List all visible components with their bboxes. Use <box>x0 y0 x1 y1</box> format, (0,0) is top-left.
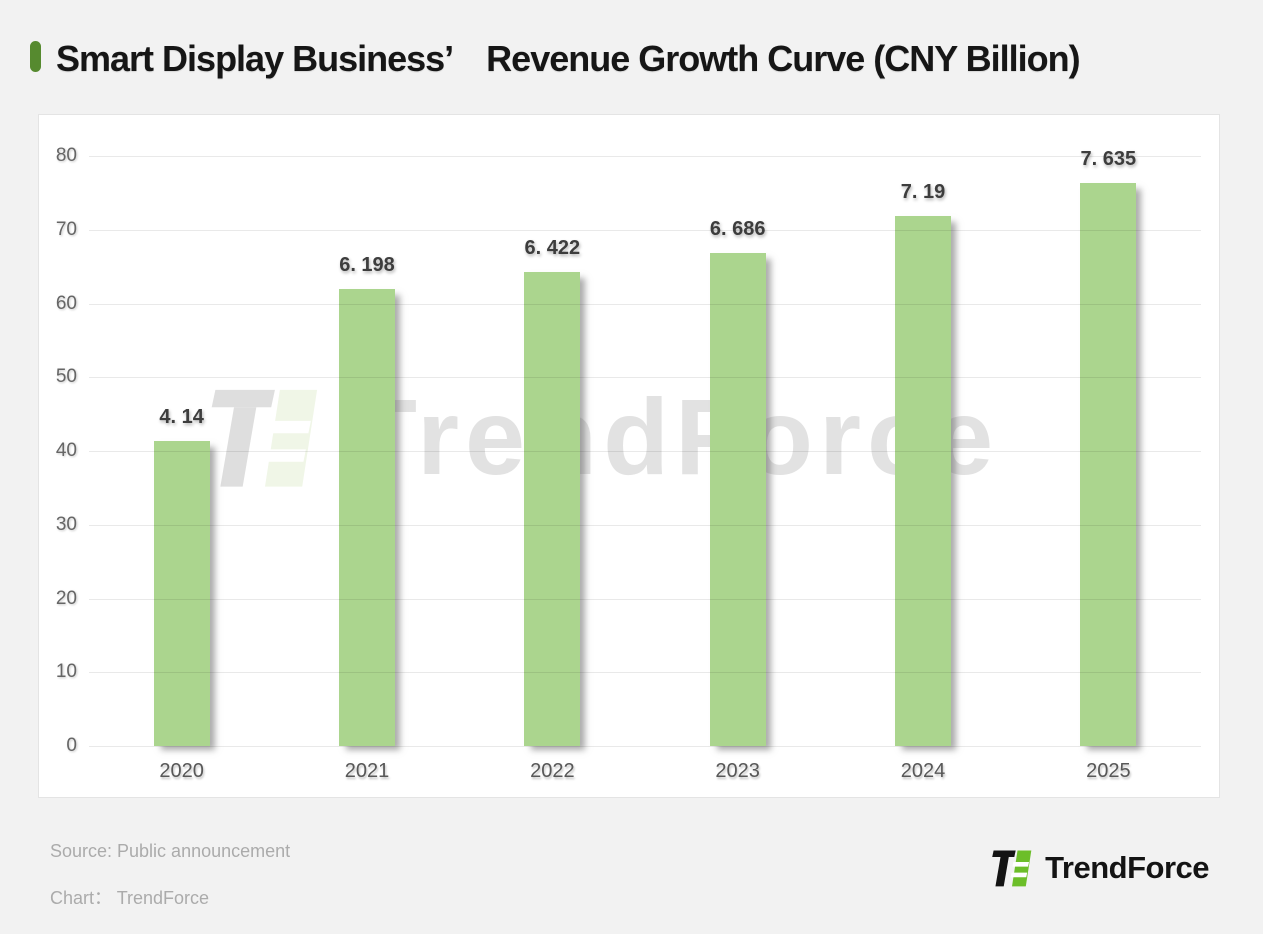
bar-2024 <box>895 215 951 746</box>
gridline <box>89 598 1201 600</box>
chart-title-row: Smart Display Business’ Revenue Growth C… <box>30 30 1081 82</box>
title-bullet-icon <box>30 40 41 72</box>
bar-2022 <box>524 272 581 746</box>
y-axis-tick: 10 <box>55 661 77 683</box>
bar-value-label: 6. 422 <box>524 237 581 260</box>
y-axis-tick: 0 <box>66 735 77 756</box>
bar-2023 <box>709 252 766 746</box>
logo-wordmark: TrendForce <box>1045 850 1209 885</box>
plot-area: TrendForce 0 10 20 30 40 50 60 70 80 4. 14 2020 6. … <box>56 145 1201 782</box>
y-axis-tick: 40 <box>55 440 77 461</box>
gridline <box>89 524 1201 526</box>
y-axis-tick: 70 <box>55 218 77 240</box>
bar-value-label: 7. 635 <box>1080 147 1137 170</box>
trendforce-watermark: TrendForce <box>201 372 999 502</box>
bar-value-label: 6. 686 <box>709 217 766 240</box>
x-axis-label: 2023 <box>715 760 760 782</box>
page-title: Smart Display Business’ Revenue Growth C… <box>56 38 1081 79</box>
source-note: Source: Public announcement <box>50 841 291 861</box>
x-axis-label: 2022 <box>530 760 575 782</box>
y-axis-tick: 50 <box>55 366 77 388</box>
gridline <box>89 229 1201 231</box>
x-axis-label: 2021 <box>344 760 390 782</box>
trendforce-logo: TrendForce <box>989 843 1209 893</box>
bar-2020 <box>153 440 210 746</box>
gridline <box>89 156 1201 157</box>
bar-2025 <box>1080 182 1137 746</box>
x-axis-label: 2020 <box>159 760 204 782</box>
gridline <box>89 377 1201 379</box>
y-axis-tick: 20 <box>55 587 77 609</box>
bar-value-label: 7. 19 <box>900 180 946 203</box>
y-axis-tick: 80 <box>55 145 77 166</box>
bar-value-label: 4. 14 <box>159 405 204 428</box>
gridline <box>89 672 1201 674</box>
gridline <box>89 746 1201 747</box>
chart-credit: Chart： TrendForce <box>50 888 210 908</box>
bar-2021 <box>339 288 395 746</box>
gridline <box>89 303 1201 305</box>
trendforce-monogram-icon <box>992 850 1032 887</box>
x-axis-label: 2025 <box>1086 760 1131 782</box>
gridline <box>89 451 1201 452</box>
x-axis-label: 2024 <box>900 760 946 782</box>
y-axis-tick: 60 <box>55 292 77 314</box>
y-axis-tick: 30 <box>55 513 77 535</box>
chart-card: TrendForce 0 10 20 30 40 50 60 70 80 4. 14 2020 6. … <box>38 114 1220 798</box>
trendforce-monogram-icon <box>211 389 318 487</box>
bar-value-label: 6. 198 <box>339 253 395 276</box>
